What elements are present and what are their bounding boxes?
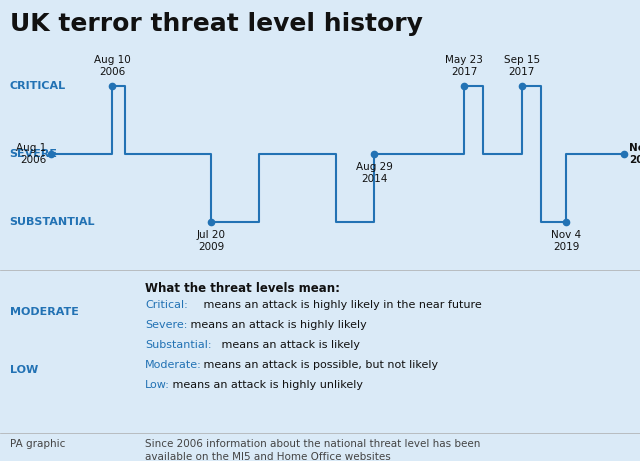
Text: PA graphic: PA graphic [10,439,65,449]
Text: Aug 1
2006: Aug 1 2006 [16,143,46,165]
Text: Jul 20
2009: Jul 20 2009 [196,230,226,252]
Text: MODERATE: MODERATE [10,307,79,317]
Text: LOW: LOW [10,366,38,375]
Text: Moderate:: Moderate: [145,361,202,370]
Text: UK terror threat level history: UK terror threat level history [10,12,422,35]
Text: SUBSTANTIAL: SUBSTANTIAL [10,217,95,227]
Text: Aug 29
2014: Aug 29 2014 [356,162,393,184]
Text: What the threat levels mean:: What the threat levels mean: [145,282,340,295]
Text: Since 2006 information about the national threat level has been
available on the: Since 2006 information about the nationa… [145,439,481,461]
Text: CRITICAL: CRITICAL [10,81,66,91]
Text: Critical:: Critical: [145,300,188,310]
Text: May 23
2017: May 23 2017 [445,55,483,77]
Text: means an attack is highly likely: means an attack is highly likely [187,320,367,330]
Text: Substantial:: Substantial: [145,340,211,350]
Text: means an attack is possible, but not likely: means an attack is possible, but not lik… [200,361,438,370]
Text: Low:: Low: [145,380,170,390]
Text: Severe:: Severe: [145,320,188,330]
Text: means an attack is highly unlikely: means an attack is highly unlikely [168,380,363,390]
Text: means an attack is likely: means an attack is likely [218,340,360,350]
Text: Nov 3
2020: Nov 3 2020 [629,143,640,165]
Text: SEVERE: SEVERE [10,149,58,159]
Text: means an attack is highly likely in the near future: means an attack is highly likely in the … [200,300,481,310]
Text: Sep 15
2017: Sep 15 2017 [504,55,540,77]
Text: Aug 10
2006: Aug 10 2006 [93,55,131,77]
Text: Nov 4
2019: Nov 4 2019 [551,230,582,252]
